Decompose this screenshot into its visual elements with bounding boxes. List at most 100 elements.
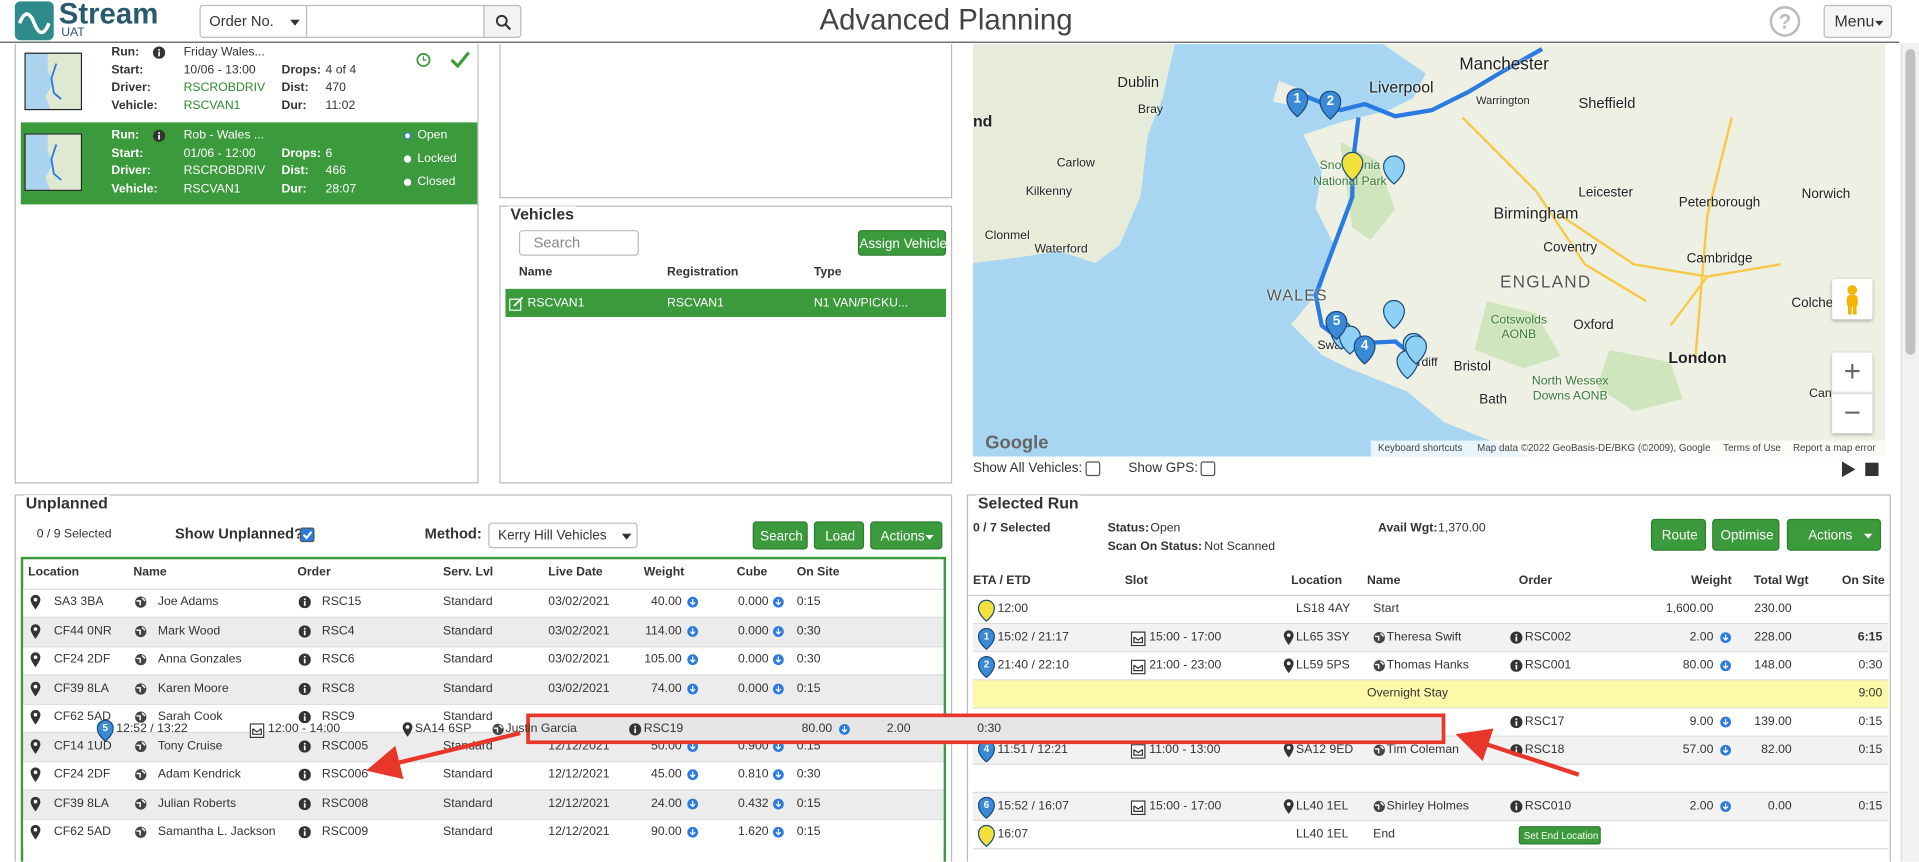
select-caret bbox=[290, 19, 300, 26]
method-select[interactable]: Kerry Hill Vehicles bbox=[488, 522, 638, 549]
location: CF24 2DF bbox=[53, 767, 111, 782]
optimise-button[interactable]: Optimise bbox=[1712, 518, 1780, 551]
run-stop-row[interactable]: 1 15:02 / 21:17 15:00 - 17:00 LL65 3SY There… bbox=[972, 623, 1889, 652]
location-icon bbox=[29, 652, 41, 667]
location: LL65 3SY bbox=[1296, 630, 1350, 645]
on-site: 6:15 bbox=[1857, 630, 1883, 645]
weight: 45.00 bbox=[651, 767, 682, 782]
total-weight: 0.00 bbox=[1767, 799, 1792, 813]
unplanned-row[interactable] bbox=[23, 789, 944, 819]
help-button[interactable]: ? bbox=[1769, 6, 1801, 37]
button-label: Assign Vehicle bbox=[859, 236, 947, 252]
unplanned-row[interactable] bbox=[23, 616, 944, 646]
search-type-select[interactable]: Order No. bbox=[199, 4, 308, 38]
run-stop-row[interactable]: 16:07 LL40 1EL End Set End Location bbox=[972, 820, 1889, 849]
run-stop-row[interactable]: 12:00 LS18 4AY Start 1,600.00 230.00 bbox=[972, 595, 1889, 624]
run-card[interactable] bbox=[20, 46, 478, 120]
menu-button[interactable]: Menu bbox=[1823, 4, 1893, 38]
weight: 80.00 bbox=[801, 721, 833, 736]
assign-vehicle-button[interactable]: Assign Vehicle bbox=[857, 230, 947, 256]
logo: Stream bbox=[58, 0, 159, 31]
cube-icon bbox=[772, 682, 784, 694]
dragged-row[interactable]: 5 12:52 / 13:22 12:00 - 14:00 SA14 6SP Justi… bbox=[96, 713, 1446, 745]
name: Julian Roberts bbox=[157, 796, 237, 810]
on-site: 0:30 bbox=[796, 767, 821, 782]
slot-icon bbox=[1130, 744, 1146, 759]
method-value: Kerry Hill Vehicles bbox=[498, 528, 607, 543]
start-end-pin bbox=[977, 599, 995, 623]
eta-etd: 21:40 / 22:10 bbox=[997, 658, 1069, 673]
name: Mark Wood bbox=[157, 623, 221, 638]
route-button[interactable]: Route bbox=[1650, 518, 1707, 551]
name: End bbox=[1373, 827, 1395, 842]
globe-icon bbox=[135, 596, 147, 608]
total-weight: 82.00 bbox=[1761, 743, 1792, 757]
run-stop-row[interactable] bbox=[972, 764, 1889, 793]
run-card[interactable] bbox=[20, 122, 478, 205]
info-icon bbox=[298, 826, 311, 839]
search-button[interactable] bbox=[483, 4, 522, 38]
run-label: Drops: bbox=[281, 63, 321, 78]
load-button[interactable]: Load bbox=[813, 521, 865, 550]
map-footer-text: Map data ©2022 GeoBasis-DE/BKG (©2009), … bbox=[1477, 442, 1711, 454]
radio[interactable] bbox=[403, 155, 412, 163]
info-icon bbox=[298, 624, 311, 638]
slot-icon bbox=[1130, 631, 1146, 647]
checkbox[interactable] bbox=[1200, 461, 1216, 477]
checkbox[interactable] bbox=[1085, 461, 1101, 477]
vehicle-column-header: Registration bbox=[666, 265, 739, 280]
street-view-control[interactable] bbox=[1832, 279, 1873, 320]
radio[interactable] bbox=[403, 178, 412, 187]
name: Justin Garcia bbox=[505, 721, 577, 736]
unplanned-row[interactable] bbox=[23, 645, 944, 675]
weight-icon bbox=[1720, 744, 1732, 756]
info-icon bbox=[152, 129, 166, 142]
unplanned-row[interactable] bbox=[23, 818, 944, 847]
search-input[interactable] bbox=[305, 4, 485, 38]
status-option: Closed bbox=[417, 175, 456, 189]
map: nd Dublin Bray Carlow Kilkenny Clonmel Waterfo… bbox=[972, 44, 1885, 457]
unplanned-row[interactable] bbox=[23, 674, 944, 704]
unplanned-selected: 0 / 9 Selected bbox=[36, 527, 112, 542]
vehicle-search[interactable]: Search bbox=[518, 230, 639, 256]
selected-run-title: Selected Run bbox=[975, 494, 1082, 514]
select-caret bbox=[621, 533, 632, 540]
column-header: Live Date bbox=[548, 565, 603, 580]
run-stop-row[interactable]: 2 21:40 / 22:10 21:00 - 23:00 LL59 5PS Thoma… bbox=[972, 651, 1889, 680]
run-stop-row[interactable]: 6 15:52 / 16:07 15:00 - 17:00 LL40 1EL Shirl… bbox=[972, 792, 1889, 821]
zoom-in[interactable]: + bbox=[1832, 352, 1873, 393]
zoom-out[interactable]: − bbox=[1832, 392, 1873, 434]
live-date: 12/12/2021 bbox=[548, 767, 610, 782]
eta-etd: 12:52 / 13:22 bbox=[116, 721, 188, 736]
weight-icon bbox=[687, 797, 699, 809]
search-button[interactable]: Search bbox=[752, 521, 808, 550]
column-header: Location bbox=[1291, 574, 1343, 588]
location-icon bbox=[29, 824, 41, 840]
checkbox[interactable] bbox=[299, 527, 315, 543]
set-end-location-button[interactable]: Set End Location bbox=[1518, 825, 1601, 844]
vehicle-row[interactable] bbox=[505, 288, 947, 317]
actions-button[interactable]: Actions bbox=[870, 521, 943, 550]
location-icon bbox=[29, 767, 41, 783]
total-weight: 139.00 bbox=[1754, 715, 1792, 729]
weight: 90.00 bbox=[651, 825, 682, 839]
globe-icon bbox=[1373, 631, 1385, 644]
weight: 80.00 bbox=[1682, 658, 1714, 673]
weight: 24.00 bbox=[651, 796, 682, 810]
cube: 0.432 bbox=[737, 796, 769, 810]
column-header: ETA / ETD bbox=[972, 574, 1031, 588]
radio[interactable] bbox=[403, 132, 412, 140]
slot-icon bbox=[1130, 800, 1146, 816]
run-stop-row[interactable]: Overnight Stay 9:00 bbox=[972, 679, 1889, 708]
eta-etd: 16:07 bbox=[997, 827, 1029, 842]
actions-button[interactable]: Actions bbox=[1786, 518, 1882, 551]
vehicle-cell: RSCVAN1 bbox=[527, 296, 585, 310]
globe-icon bbox=[1373, 660, 1385, 672]
info-icon bbox=[152, 46, 166, 59]
info-icon bbox=[1510, 659, 1523, 672]
map-pin: 2 bbox=[1319, 90, 1342, 123]
name: Tim Coleman bbox=[1386, 743, 1459, 757]
zoom-in-label: + bbox=[1843, 355, 1861, 389]
unplanned-row[interactable] bbox=[23, 588, 944, 617]
weight-icon bbox=[687, 654, 699, 666]
